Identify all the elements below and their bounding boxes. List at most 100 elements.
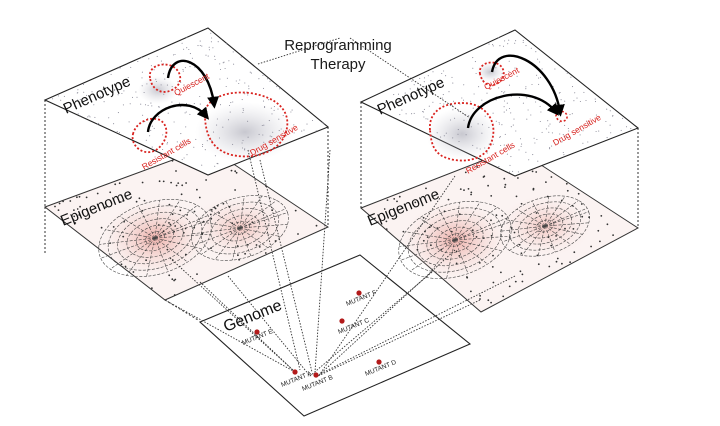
- texture-dot: [530, 47, 532, 49]
- texture-dot: [185, 103, 188, 105]
- texture-dot: [205, 54, 207, 56]
- texture-dot: [180, 142, 182, 144]
- texture-dot: [205, 179, 208, 181]
- texture-dot: [196, 273, 198, 275]
- texture-dot: [163, 73, 165, 75]
- texture-dot: [462, 99, 465, 101]
- texture-dot: [452, 109, 454, 111]
- texture-dot: [510, 227, 513, 229]
- texture-dot: [463, 119, 465, 121]
- texture-dot: [514, 280, 517, 283]
- texture-dot: [79, 99, 81, 101]
- texture-dot: [559, 121, 561, 123]
- texture-dot: [141, 77, 143, 79]
- texture-dot: [88, 115, 90, 117]
- texture-dot: [157, 106, 160, 108]
- texture-dot: [509, 171, 511, 173]
- texture-dot: [477, 123, 479, 125]
- texture-dot: [508, 39, 510, 41]
- texture-dot: [267, 99, 269, 101]
- texture-dot: [285, 130, 287, 132]
- texture-dot: [207, 55, 209, 57]
- texture-dot: [506, 153, 508, 155]
- texture-dot: [507, 43, 509, 45]
- texture-dot: [128, 121, 130, 123]
- texture-dot: [577, 192, 580, 195]
- contour-ring: [107, 205, 203, 271]
- texture-dot: [216, 124, 218, 126]
- texture-dot: [241, 147, 244, 149]
- texture-dot: [587, 141, 589, 143]
- texture-dot: [605, 120, 607, 123]
- texture-dot: [495, 120, 497, 122]
- texture-dot: [208, 49, 210, 51]
- texture-dot: [140, 57, 142, 59]
- texture-dot: [556, 143, 558, 145]
- texture-dot: [62, 200, 64, 203]
- contour-spoke: [193, 227, 241, 246]
- texture-dot: [130, 66, 132, 68]
- texture-dot: [503, 177, 506, 180]
- texture-dot: [458, 110, 460, 112]
- texture-dot: [150, 129, 152, 131]
- texture-dot: [242, 139, 244, 141]
- title-line-1: Reprogramming: [284, 37, 392, 54]
- texture-dot: [182, 69, 184, 71]
- texture-dot: [398, 195, 401, 198]
- texture-dot: [427, 75, 429, 77]
- texture-dot: [222, 62, 224, 64]
- texture-dot: [58, 202, 61, 205]
- texture-dot: [235, 80, 237, 82]
- texture-dot: [518, 97, 520, 99]
- texture-dot: [515, 40, 517, 42]
- texture-dot: [211, 37, 213, 39]
- texture-dot: [228, 60, 230, 62]
- texture-dot: [169, 223, 172, 226]
- texture-dot: [526, 118, 528, 120]
- texture-dot: [266, 78, 269, 80]
- texture-dot: [193, 103, 195, 105]
- texture-dot: [606, 137, 608, 139]
- texture-dot: [503, 144, 505, 146]
- texture-dot: [201, 164, 203, 166]
- texture-dot: [78, 214, 81, 216]
- texture-dot: [492, 281, 495, 284]
- texture-dot: [273, 106, 275, 108]
- texture-dot: [479, 148, 481, 150]
- texture-dot: [180, 133, 182, 135]
- texture-dot: [425, 118, 427, 120]
- texture-dot: [548, 125, 550, 127]
- texture-dot: [459, 188, 462, 191]
- texture-dot: [214, 55, 216, 57]
- texture-dot: [141, 85, 143, 87]
- texture-dot: [109, 242, 111, 245]
- texture-dot: [521, 273, 524, 276]
- texture-dot: [187, 139, 189, 141]
- texture-dot: [609, 124, 611, 126]
- texture-dot: [100, 226, 103, 229]
- texture-dot: [79, 115, 81, 117]
- texture-dot: [535, 171, 538, 173]
- texture-dot: [202, 144, 204, 146]
- texture-dot: [424, 230, 426, 233]
- texture-dot: [398, 100, 400, 102]
- texture-dot: [199, 44, 201, 47]
- texture-dot: [548, 131, 550, 133]
- texture-dot: [499, 136, 501, 138]
- texture-dot: [293, 124, 295, 126]
- texture-dot: [118, 67, 120, 69]
- contour-spoke: [239, 195, 263, 229]
- texture-dot: [532, 188, 535, 191]
- texture-dot: [508, 237, 511, 239]
- texture-dot: [470, 290, 472, 293]
- texture-dot: [214, 58, 216, 61]
- texture-dot: [508, 60, 510, 62]
- contour-spoke: [137, 205, 156, 239]
- left-resistant-circle: [131, 117, 168, 154]
- texture-dot: [475, 236, 478, 238]
- texture-dot: [443, 103, 445, 105]
- contour-spoke: [239, 227, 268, 249]
- right-quiescent-circle: [478, 61, 505, 87]
- texture-dot: [487, 184, 489, 187]
- texture-dot: [508, 285, 511, 288]
